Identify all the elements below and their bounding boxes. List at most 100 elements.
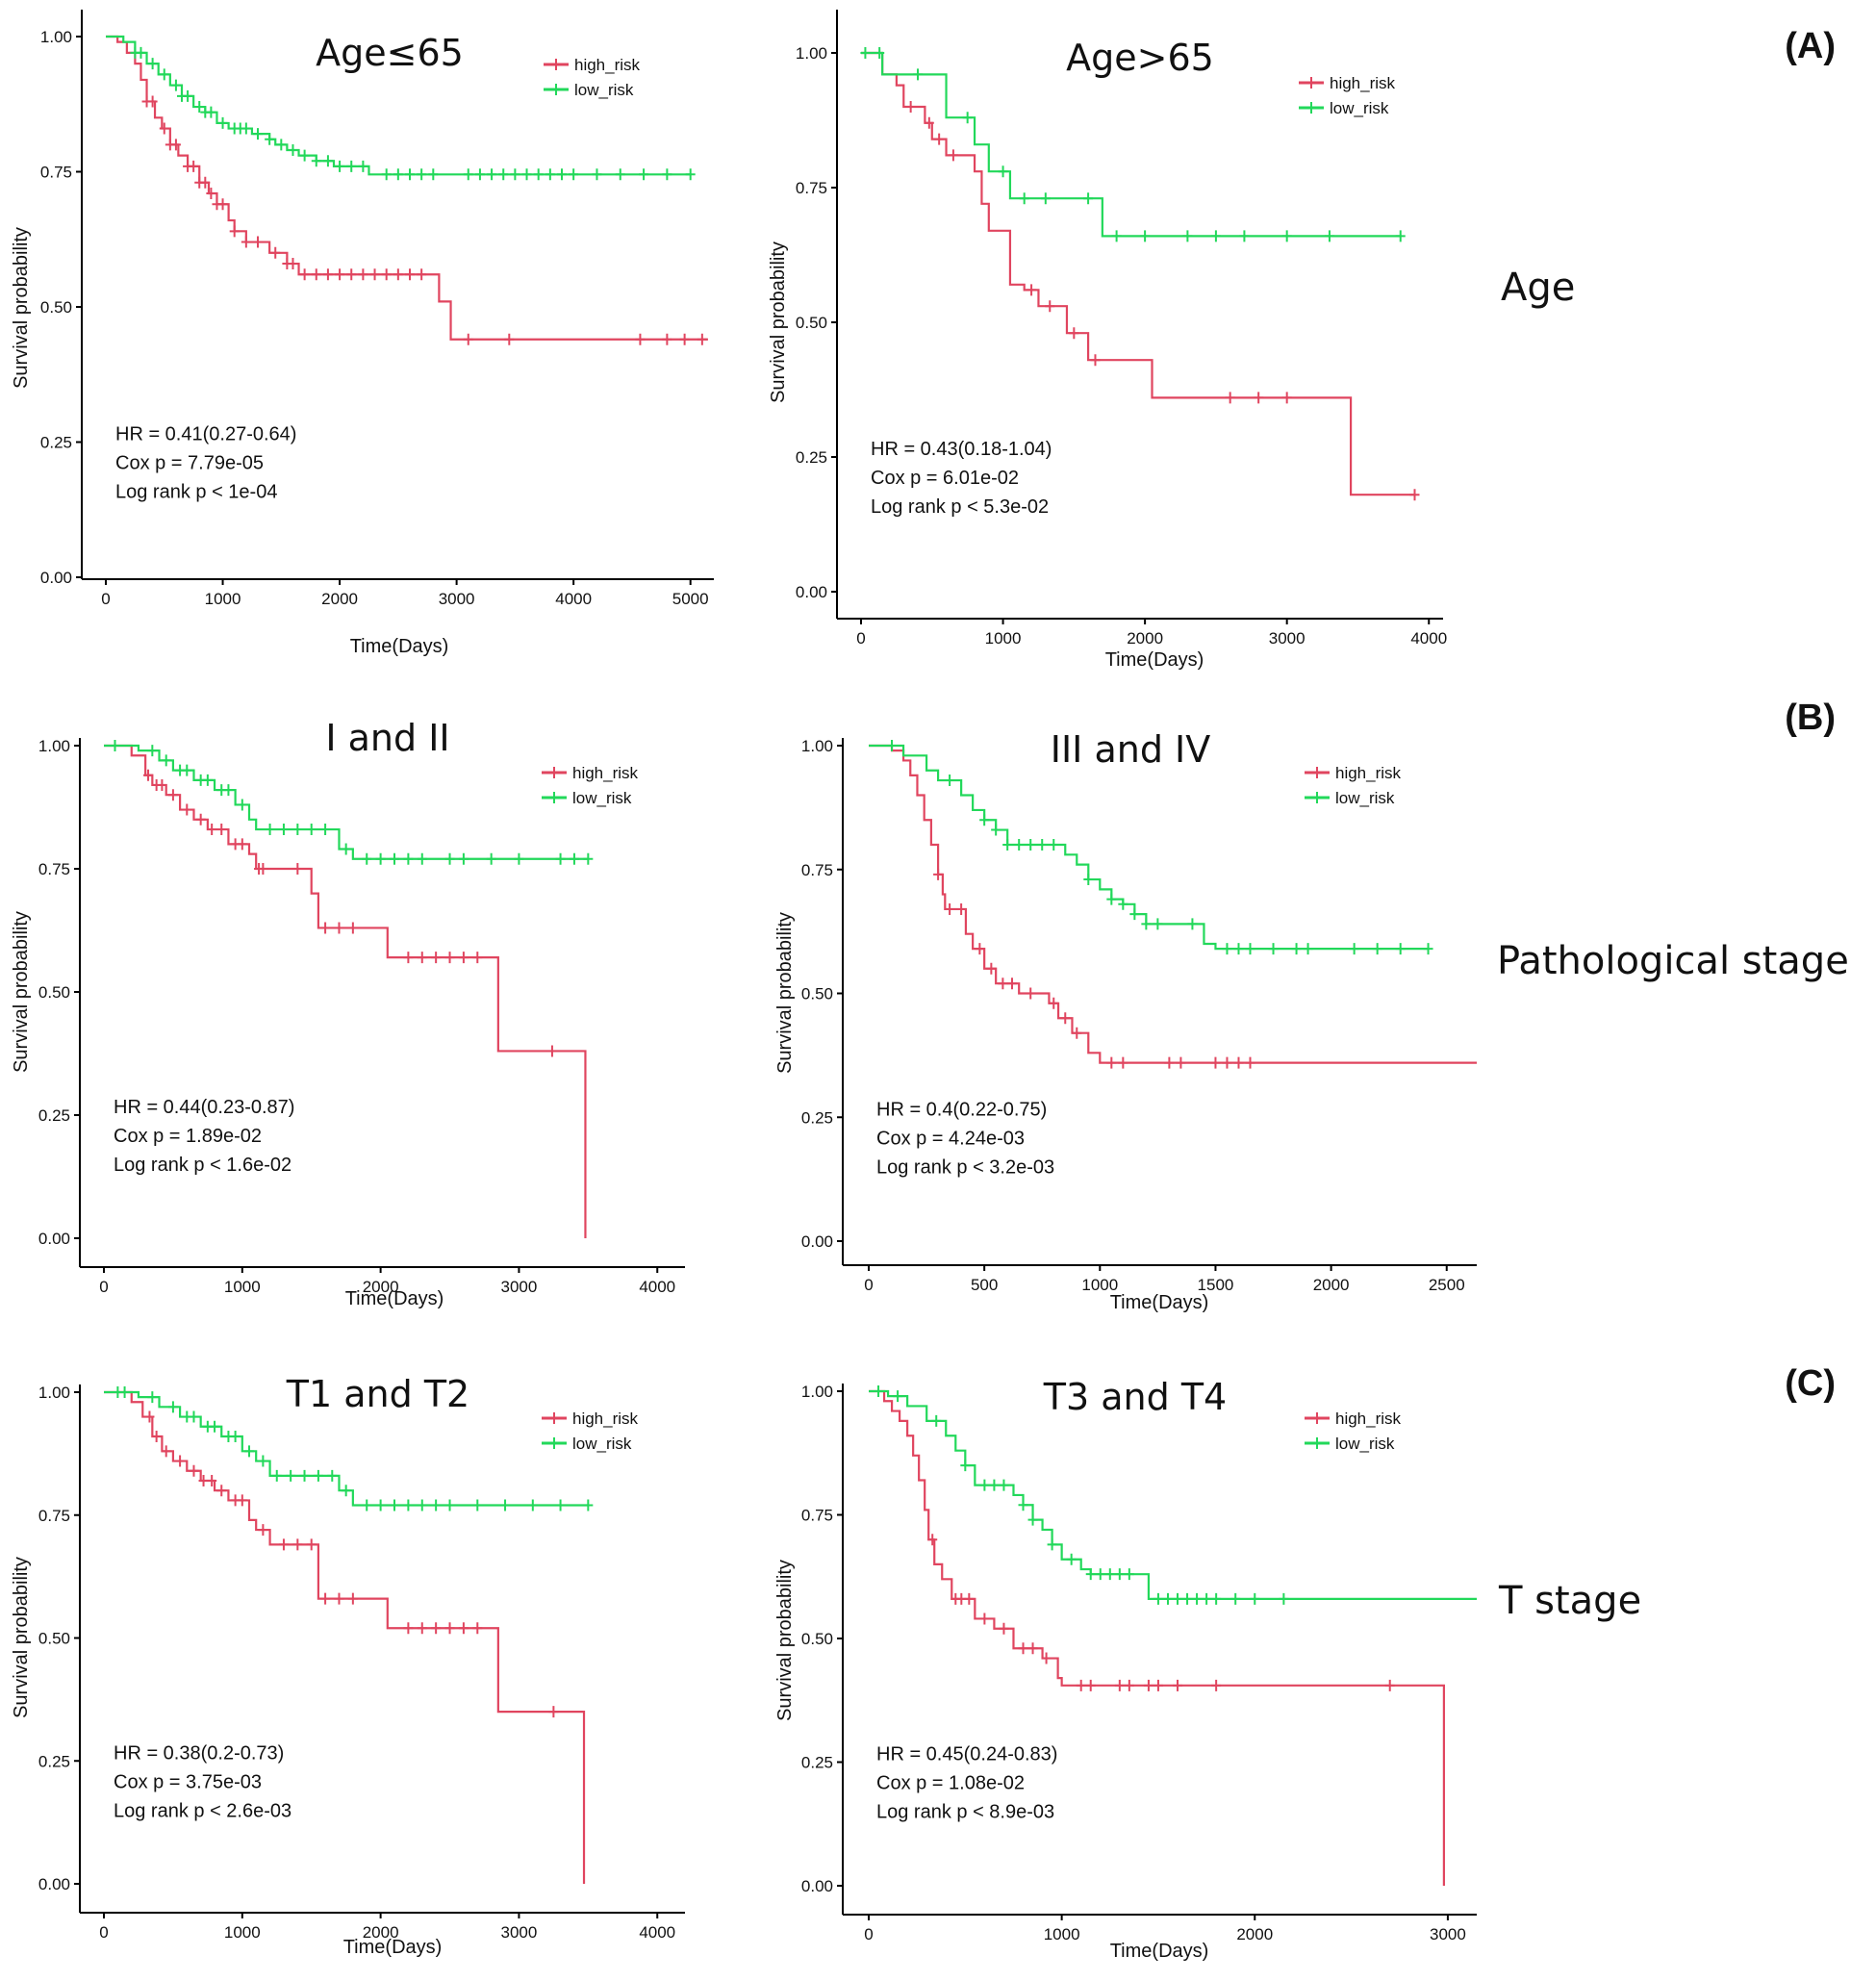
- y-tick-label: 0.25: [801, 1754, 833, 1772]
- censor-mark-high-risk: [1281, 392, 1292, 404]
- censor-mark-high-risk: [546, 1045, 557, 1057]
- censor-mark-low-risk: [1153, 1592, 1163, 1605]
- censor-mark-high-risk: [472, 952, 483, 964]
- censor-mark-low-risk: [913, 68, 924, 81]
- section-label-age: Age: [1501, 266, 1575, 310]
- censor-mark-high-risk: [151, 1430, 162, 1442]
- x-tick-label: 2000: [363, 1278, 399, 1296]
- censor-mark-low-risk: [110, 740, 120, 751]
- x-tick-label: 2500: [1429, 1276, 1465, 1294]
- y-tick-label: 0.25: [38, 1752, 70, 1770]
- censor-mark-high-risk: [1153, 1679, 1163, 1691]
- censor-mark-low-risk: [362, 852, 372, 865]
- censor-mark-high-risk: [1225, 392, 1235, 404]
- censor-mark-low-risk: [341, 1485, 351, 1497]
- censor-mark-low-risk: [1395, 230, 1406, 242]
- x-tick-label: 1500: [1198, 1276, 1234, 1294]
- x-tick-label: 1000: [224, 1278, 261, 1296]
- censor-mark-high-risk: [964, 1592, 975, 1605]
- censor-mark-low-risk: [390, 1499, 399, 1511]
- x-tick-label: 2000: [1313, 1276, 1350, 1294]
- censor-mark-low-risk: [887, 740, 898, 751]
- censor-mark-high-risk: [948, 149, 958, 162]
- censor-mark-low-risk: [393, 168, 403, 181]
- censor-mark-low-risk: [1014, 839, 1025, 851]
- censor-mark-high-risk: [1409, 489, 1420, 501]
- censor-mark-high-risk: [403, 1622, 414, 1635]
- x-tick-label: 2000: [1127, 629, 1163, 648]
- censor-mark-high-risk: [1176, 1056, 1186, 1069]
- censor-mark-low-risk: [444, 1499, 455, 1511]
- censor-mark-low-risk: [170, 79, 181, 91]
- censor-mark-high-risk: [1143, 1679, 1153, 1691]
- censor-mark-low-risk: [405, 168, 415, 181]
- censor-mark-low-risk: [874, 1385, 884, 1397]
- censor-mark-low-risk: [230, 1430, 241, 1442]
- stats-line: Cox p = 1.89e-02: [114, 1126, 262, 1147]
- stats-line: Log rank p < 3.2e-03: [876, 1156, 1054, 1178]
- censor-mark-low-risk: [241, 122, 251, 135]
- y-tick-label: 0.50: [796, 314, 827, 332]
- censor-mark-low-risk: [375, 852, 386, 865]
- censor-mark-low-risk: [288, 144, 298, 157]
- y-tick-label: 1.00: [38, 1384, 70, 1402]
- censor-mark-low-risk: [1066, 1553, 1077, 1565]
- censor-mark-low-risk: [194, 101, 205, 114]
- stats-line: Log rank p < 1e-04: [115, 482, 277, 503]
- y-tick-label: 0.00: [38, 1230, 70, 1248]
- y-tick-label: 0.00: [801, 1232, 833, 1251]
- x-tick-label: 0: [864, 1276, 873, 1294]
- censor-mark-high-risk: [1222, 1056, 1232, 1069]
- censor-mark-low-risk: [521, 168, 532, 181]
- censor-mark-low-risk: [1230, 1592, 1241, 1605]
- censor-mark-low-risk: [1040, 192, 1051, 205]
- y-tick-label: 0.50: [801, 985, 833, 1003]
- panel-title: I and II: [325, 717, 449, 759]
- censor-mark-low-risk: [1324, 230, 1334, 242]
- y-tick-label: 0.50: [38, 983, 70, 1002]
- y-tick-label: 0.00: [796, 583, 827, 601]
- censor-mark-low-risk: [299, 149, 310, 162]
- censor-mark-low-risk: [487, 168, 497, 181]
- x-tick-label: 1000: [985, 629, 1022, 648]
- x-tick-label: 2000: [363, 1923, 399, 1942]
- y-tick-label: 0.25: [801, 1108, 833, 1127]
- censor-mark-low-risk: [1162, 1592, 1173, 1605]
- y-tick-label: 1.00: [801, 737, 833, 755]
- censor-mark-high-risk: [472, 1622, 483, 1635]
- censor-mark-low-risk: [1153, 918, 1163, 930]
- censor-mark-high-risk: [1026, 987, 1036, 1000]
- y-tick-label: 0.00: [38, 1875, 70, 1893]
- censor-mark-high-risk: [393, 268, 403, 281]
- x-axis-title: Time(Days): [343, 1937, 443, 1958]
- censor-mark-high-risk: [198, 1474, 209, 1486]
- censor-mark-low-risk: [1002, 839, 1013, 851]
- censor-mark-low-risk: [210, 1420, 220, 1433]
- stats-line: HR = 0.45(0.24-0.83): [876, 1744, 1057, 1765]
- censor-mark-high-risk: [311, 268, 321, 281]
- censor-mark-low-risk: [1250, 1592, 1260, 1605]
- censor-mark-high-risk: [206, 187, 216, 199]
- x-tick-label: 5000: [672, 590, 709, 608]
- censor-mark-low-risk: [119, 1386, 130, 1398]
- censor-mark-low-risk: [136, 46, 146, 59]
- censor-mark-high-risk: [1118, 1056, 1128, 1069]
- censor-mark-low-risk: [1118, 898, 1128, 910]
- censor-mark-high-risk: [358, 268, 368, 281]
- censor-mark-low-risk: [1114, 1568, 1125, 1581]
- censor-mark-low-risk: [583, 852, 594, 865]
- censor-mark-high-risk: [167, 789, 178, 801]
- censor-mark-low-risk: [527, 1499, 538, 1511]
- censor-mark-high-risk: [159, 122, 169, 135]
- censor-mark-low-risk: [569, 168, 579, 181]
- y-tick-label: 0.75: [796, 179, 827, 197]
- censor-mark-low-risk: [237, 799, 247, 811]
- censor-mark-high-risk: [237, 1494, 247, 1507]
- censor-mark-high-risk: [1210, 1056, 1221, 1069]
- censor-mark-high-risk: [216, 824, 227, 836]
- y-tick-label: 1.00: [40, 28, 72, 46]
- censor-mark-low-risk: [189, 1410, 199, 1423]
- legend-label-high-risk: high_risk: [1335, 764, 1402, 782]
- censor-mark-low-risk: [1281, 230, 1292, 242]
